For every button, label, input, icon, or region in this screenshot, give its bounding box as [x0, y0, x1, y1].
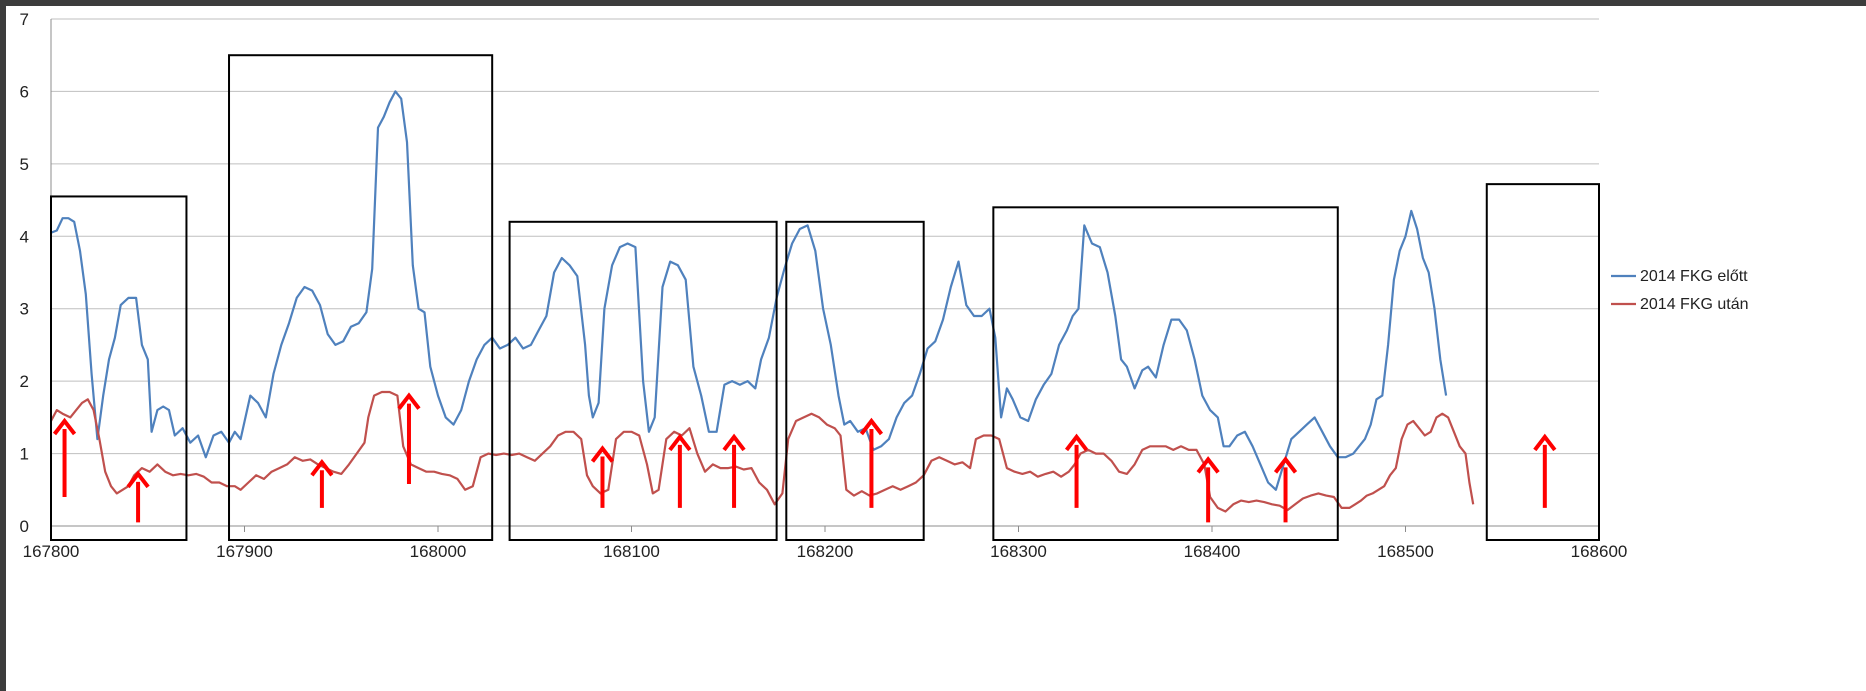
annotation-boxes	[50, 54, 1601, 542]
annotation-arrows	[52, 392, 1557, 523]
annotation-arrow	[668, 433, 692, 508]
annotation-arrow	[1273, 456, 1298, 523]
annotation-arrow	[590, 445, 615, 508]
series-line-2	[50, 390, 1475, 513]
y-tick-label: 0	[20, 517, 29, 536]
arrow-head	[310, 458, 334, 477]
annotation-arrow	[397, 392, 421, 484]
arrow-head	[1533, 433, 1557, 452]
x-tick-label: 168300	[990, 542, 1047, 561]
y-tick-label: 2	[20, 372, 29, 391]
x-axis-ticks: 167800 167900 168000 168100 168200 168300 1684…	[23, 526, 1628, 561]
series-lines	[50, 90, 1475, 513]
y-axis-ticks: 0 1 2 3 4 5 6 7	[20, 10, 29, 536]
x-tick-label: 168000	[410, 542, 467, 561]
y-tick-label: 4	[20, 227, 29, 246]
legend-label: 2014 FKG előtt	[1640, 268, 1748, 285]
x-tick-label: 168200	[797, 542, 854, 561]
y-tick-label: 3	[20, 300, 29, 319]
y-tick-label: 1	[20, 445, 29, 464]
arrow-head	[1064, 433, 1089, 452]
annotation-arrow	[1196, 456, 1220, 523]
y-tick-label: 7	[20, 10, 29, 29]
annotation-arrow	[52, 417, 77, 498]
arrow-head	[397, 392, 421, 410]
legend: 2014 FKG előtt 2014 FKG után	[1611, 268, 1749, 313]
gridlines	[50, 18, 1599, 527]
annotation-arrow	[1533, 433, 1557, 508]
x-tick-label: 167900	[216, 542, 273, 561]
arrow-head	[126, 470, 150, 489]
annotation-arrow	[126, 470, 150, 523]
annotation-box	[1485, 183, 1601, 541]
arrow-head	[722, 433, 746, 452]
legend-label: 2014 FKG után	[1640, 296, 1749, 313]
annotation-arrow	[310, 458, 334, 508]
annotation-box	[228, 54, 494, 541]
annotation-arrow	[859, 417, 884, 508]
arrow-head	[52, 417, 77, 436]
y-tick-label: 6	[20, 82, 29, 101]
x-tick-label: 168100	[603, 542, 660, 561]
annotation-box	[508, 220, 778, 542]
annotation-arrow	[722, 433, 746, 508]
arrow-head	[1273, 456, 1298, 474]
x-tick-label: 167800	[23, 542, 80, 561]
annotation-box	[785, 220, 925, 542]
series-line-1	[50, 90, 1448, 491]
annotation-box	[50, 195, 188, 541]
annotation-box	[992, 206, 1339, 541]
arrow-head	[859, 417, 884, 436]
annotation-arrow	[1064, 433, 1089, 508]
x-tick-label: 168400	[1184, 542, 1241, 561]
arrow-head	[590, 445, 615, 463]
y-tick-label: 5	[20, 155, 29, 174]
x-tick-label: 168500	[1377, 542, 1434, 561]
arrow-head	[1196, 456, 1220, 474]
x-tick-label: 168600	[1571, 542, 1628, 561]
arrow-head	[668, 433, 692, 452]
